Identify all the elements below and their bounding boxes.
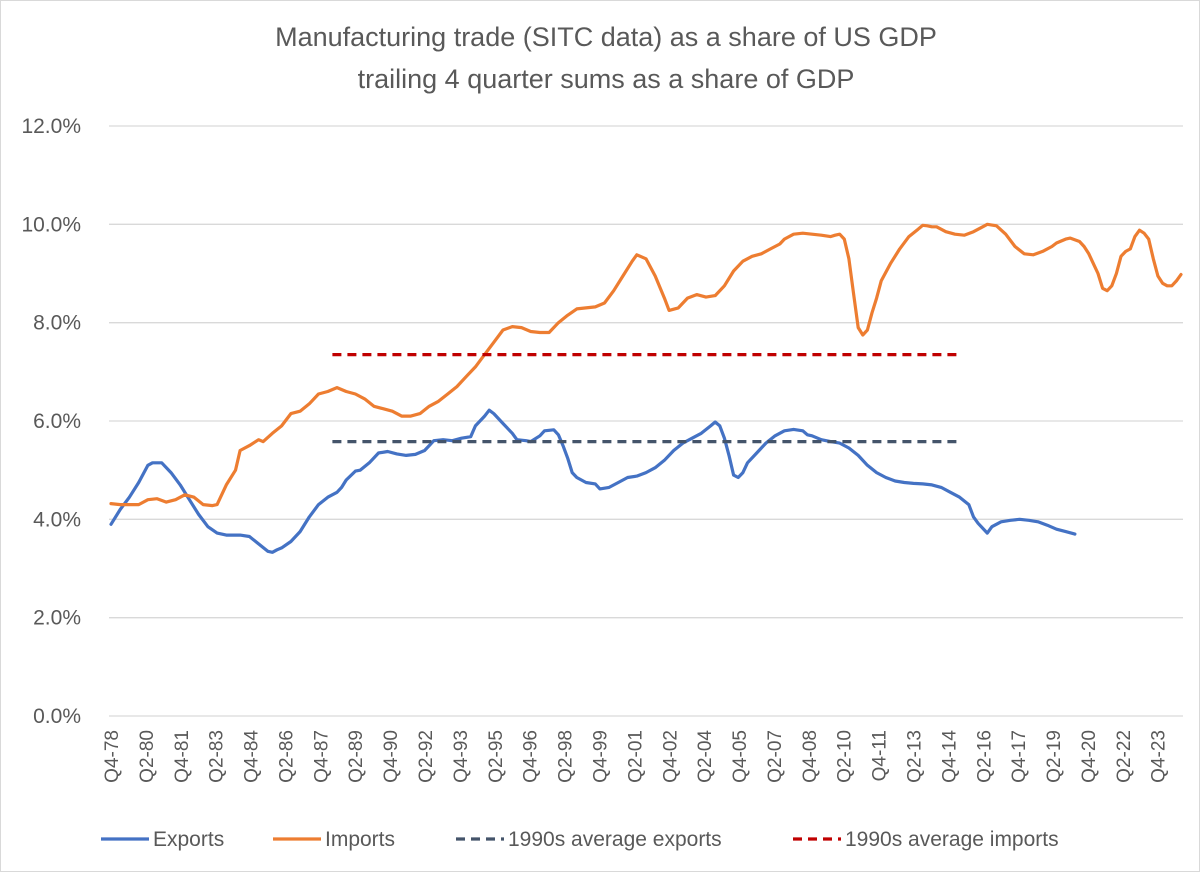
series-line-exports (109, 408, 1077, 554)
x-axis: Q4-78 Q2-80 Q4-81 Q2-83 Q4-84 Q2-86 Q4-87 Q2-89… (102, 730, 1170, 783)
legend-label: Exports (153, 828, 224, 851)
y-tick-label: 6.0% (33, 410, 81, 433)
x-tick-label: Q2-80 (137, 730, 158, 783)
y-tick-label: 0.0% (33, 705, 81, 728)
legend-label: 1990s average imports (845, 828, 1059, 851)
series-lines (109, 222, 1183, 554)
x-tick-label: Q4-84 (242, 730, 263, 783)
y-tick-label: 10.0% (21, 213, 81, 236)
x-tick-label: Q4-17 (1009, 730, 1030, 783)
legend: Exports Imports 1990s average exports 1990s… (101, 828, 1059, 851)
x-tick-label: Q2-89 (346, 730, 367, 783)
y-tick-label: 2.0% (33, 607, 81, 630)
x-tick-label: Q2-01 (625, 730, 646, 783)
x-tick-label: Q4-87 (311, 730, 332, 783)
x-tick-label: Q4-90 (381, 730, 402, 783)
x-tick-label: Q4-99 (590, 730, 611, 783)
x-tick-label: Q4-23 (1149, 730, 1170, 783)
x-tick-label: Q2-19 (1044, 730, 1065, 783)
x-tick-label: Q2-04 (695, 730, 716, 783)
y-tick-label: 4.0% (33, 508, 81, 531)
y-tick-label: 8.0% (33, 312, 81, 335)
x-tick-label: Q4-05 (730, 730, 751, 783)
x-tick-label: Q4-96 (521, 730, 542, 783)
x-tick-label: Q4-81 (172, 730, 193, 783)
y-axis: 0.0% 2.0% 4.0% 6.0% 8.0% 10.0% 12.0% (21, 115, 81, 728)
x-tick-label: Q4-20 (1079, 730, 1100, 783)
series-line-imports (109, 222, 1183, 508)
chart-title: Manufacturing trade (SITC data) as a sha… (275, 22, 937, 52)
x-tick-label: Q2-95 (486, 730, 507, 783)
x-tick-label: Q2-07 (765, 730, 786, 783)
legend-label: 1990s average exports (508, 828, 722, 851)
x-tick-label: Q2-86 (276, 730, 297, 783)
x-tick-label: Q2-98 (556, 730, 577, 783)
gridlines (109, 125, 1183, 717)
x-tick-label: Q2-92 (416, 730, 437, 783)
x-tick-label: Q2-10 (835, 730, 856, 783)
x-tick-label: Q4-78 (102, 730, 123, 783)
y-tick-label: 12.0% (21, 115, 81, 138)
x-tick-label: Q2-83 (207, 730, 228, 783)
legend-label: Imports (325, 828, 395, 851)
x-tick-label: Q4-14 (939, 730, 960, 783)
x-tick-label: Q4-11 (870, 730, 891, 781)
x-tick-label: Q4-02 (660, 730, 681, 783)
x-tick-label: Q2-22 (1114, 730, 1135, 783)
x-tick-label: Q4-93 (451, 730, 472, 783)
x-tick-label: Q2-13 (905, 730, 926, 783)
chart-subtitle: trailing 4 quarter sums as a share of GD… (358, 64, 855, 94)
x-tick-label: Q2-16 (974, 730, 995, 783)
x-tick-label: Q4-08 (800, 730, 821, 783)
